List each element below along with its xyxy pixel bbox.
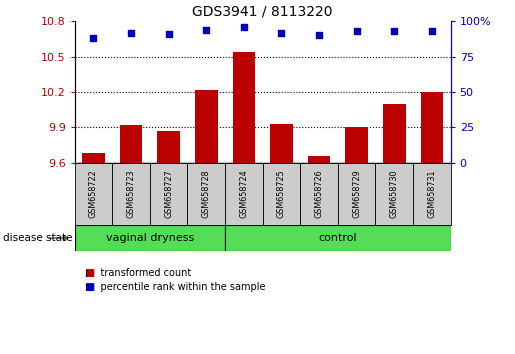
Point <box>315 33 323 38</box>
Bar <box>187 163 225 225</box>
Text: ■  transformed count: ■ transformed count <box>85 268 191 278</box>
Point <box>90 35 98 41</box>
Point <box>239 24 248 30</box>
Point <box>202 27 210 33</box>
Bar <box>120 125 142 163</box>
Title: GDS3941 / 8113220: GDS3941 / 8113220 <box>193 5 333 19</box>
Text: GSM658729: GSM658729 <box>352 170 361 218</box>
Bar <box>225 163 263 225</box>
Text: GSM658723: GSM658723 <box>127 170 135 218</box>
Point <box>427 28 436 34</box>
Text: ■: ■ <box>85 268 94 278</box>
Bar <box>346 127 368 163</box>
Bar <box>82 153 105 163</box>
Bar <box>421 92 443 163</box>
Bar <box>225 225 451 251</box>
Bar <box>413 163 451 225</box>
Bar <box>158 131 180 163</box>
Bar <box>112 163 150 225</box>
Bar <box>308 156 330 163</box>
Bar <box>263 163 300 225</box>
Bar <box>300 163 338 225</box>
Text: control: control <box>318 233 357 243</box>
Bar <box>75 225 225 251</box>
Text: GSM658727: GSM658727 <box>164 170 173 218</box>
Point <box>127 30 135 35</box>
Text: GSM658728: GSM658728 <box>202 170 211 218</box>
Bar <box>338 163 375 225</box>
Bar <box>375 163 413 225</box>
Text: ■  percentile rank within the sample: ■ percentile rank within the sample <box>85 282 265 292</box>
Text: GSM658725: GSM658725 <box>277 170 286 218</box>
Bar <box>150 163 187 225</box>
Text: vaginal dryness: vaginal dryness <box>106 233 194 243</box>
Point <box>352 28 360 34</box>
Text: ■: ■ <box>85 282 94 292</box>
Text: GSM658731: GSM658731 <box>427 170 436 218</box>
Point <box>390 28 398 34</box>
Text: GSM658726: GSM658726 <box>315 170 323 218</box>
Bar <box>195 90 217 163</box>
Bar <box>75 163 112 225</box>
Text: disease state: disease state <box>3 233 72 243</box>
Text: GSM658722: GSM658722 <box>89 170 98 218</box>
Point <box>277 30 285 35</box>
Text: GSM658730: GSM658730 <box>390 170 399 218</box>
Bar <box>383 104 405 163</box>
Point <box>164 31 173 37</box>
Text: GSM658724: GSM658724 <box>239 170 248 218</box>
Bar <box>270 124 293 163</box>
Bar <box>233 52 255 163</box>
